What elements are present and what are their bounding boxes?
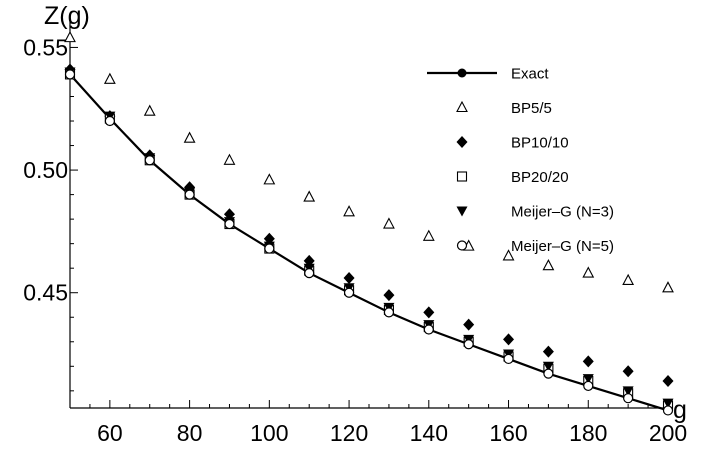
y-tick-label: 0.50 [23,157,68,183]
data-point [343,205,355,217]
data-point [622,273,635,286]
data-point [383,307,395,318]
data-point [223,153,236,165]
data-point [263,173,276,185]
data-point [143,104,156,116]
data-point [662,281,674,293]
data-point [543,368,554,379]
y-axis-label: Z(g) [44,2,90,30]
series-1 [64,30,674,293]
series-5 [64,69,674,416]
data-point [623,393,634,404]
legend-label: Meijer–G (N=3) [511,204,614,221]
legend-item: BP5/5 [456,100,552,117]
data-point [582,266,595,278]
data-point [264,243,275,254]
legend-item: Meijer–G (N=3) [456,204,614,221]
data-point [542,361,554,372]
x-tick-label: 120 [330,420,368,446]
x-tick-label: 180 [569,420,607,446]
data-point [622,365,634,378]
data-point [502,249,515,261]
data-point [622,386,634,397]
x-axis-label: g [673,396,687,424]
data-point [144,155,155,166]
legend-label: BP10/10 [511,135,569,152]
y-tick-label: 0.55 [23,34,68,60]
axes: 60 80 100 120 140 160 180 200 0.45 0.50 0.55 g Z(… [23,2,687,446]
data-point [542,259,555,271]
y-tick-label: 0.45 [23,280,68,306]
legend-marker [457,68,467,78]
data-point [104,115,115,127]
data-point [64,30,76,43]
x-tick-label: 160 [489,420,527,446]
plot-area [64,30,674,416]
legend-marker [456,206,468,217]
series-line [69,73,669,412]
data-point [383,217,395,229]
legend-label: BP5/5 [511,100,552,117]
data-point [303,190,316,202]
data-point [423,306,435,319]
data-point [422,229,435,241]
data-point [582,374,594,385]
data-point [224,218,235,230]
legend: Exact BP5/5 BP10/10 BP20/20 Meijer–G (N=3) Me… [427,66,614,255]
legend-item: BP10/10 [456,135,569,152]
data-point [383,289,395,302]
data-point [542,345,554,358]
x-tick-label: 100 [250,420,288,446]
y-ticks: 0.45 0.50 0.55 [23,22,78,392]
data-point [662,375,674,388]
legend-item: Meijer–G (N=5) [456,238,614,255]
data-point [582,355,594,368]
data-point [423,324,434,335]
x-tick-label: 140 [410,420,448,446]
data-point [343,272,355,284]
legend-label: Meijer–G (N=5) [511,238,614,255]
x-tick-label: 200 [649,420,687,446]
data-point [583,380,594,392]
legend-label: Exact [511,66,549,83]
data-point [503,353,514,365]
legend-label: BP20/20 [511,169,569,186]
data-point [343,287,355,298]
data-point [304,267,315,279]
series-2 [64,63,674,388]
x-ticks: 60 80 100 120 140 160 180 200 [69,400,687,446]
legend-marker [456,100,468,113]
x-tick-label: 80 [177,420,203,446]
data-point [463,318,475,331]
data-point [184,189,195,200]
data-point [463,339,474,350]
data-point [503,333,515,346]
data-point [103,72,116,84]
data-point [183,131,196,143]
data-point [662,405,674,416]
legend-item: Exact [427,66,549,83]
legend-marker [456,171,468,182]
legend-marker [456,136,468,148]
legend-marker [456,240,468,251]
data-point [64,69,76,80]
data-point [662,398,674,409]
x-tick-label: 60 [97,420,123,446]
legend-item: BP20/20 [456,169,569,186]
